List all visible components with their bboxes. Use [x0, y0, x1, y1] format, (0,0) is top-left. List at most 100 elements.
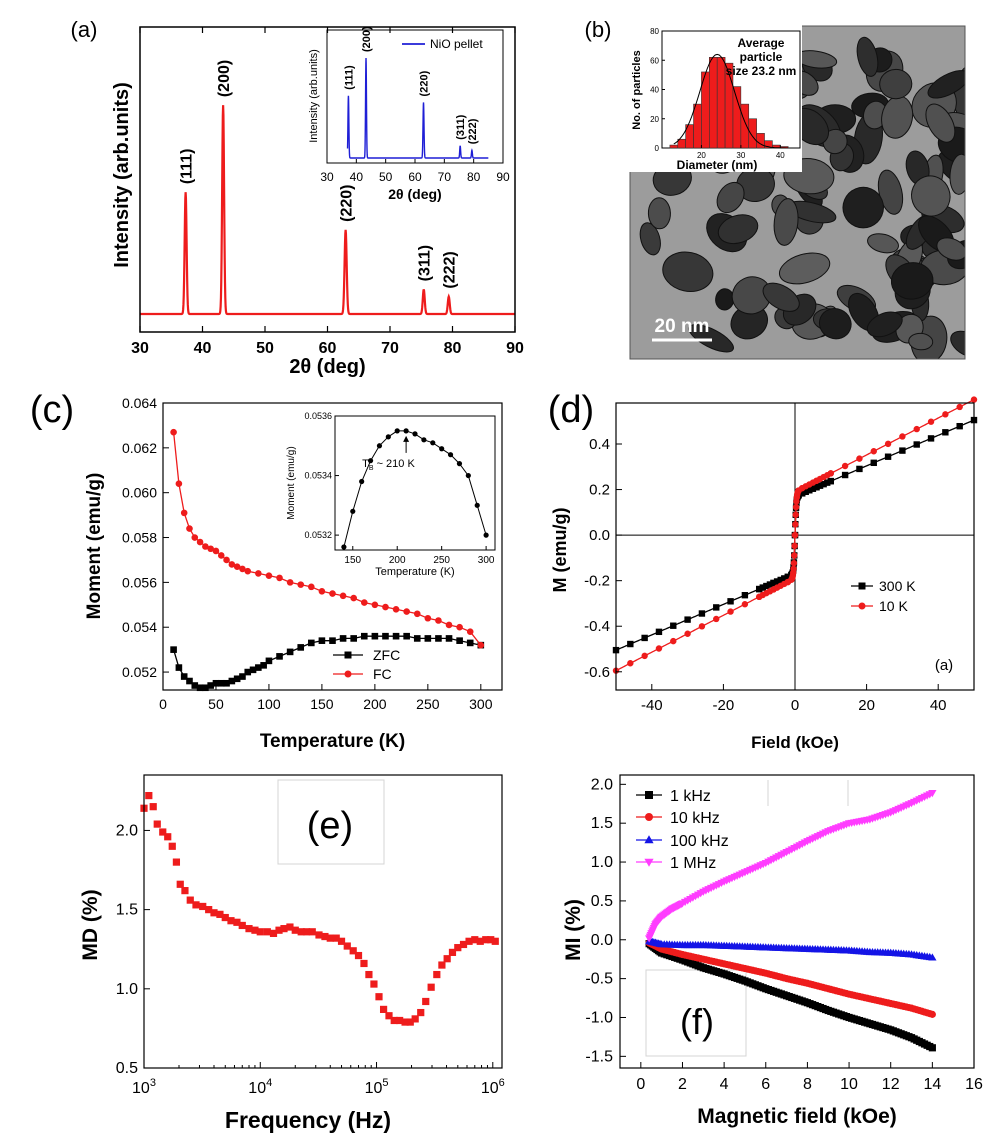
y-axis-label-f: MI (%) [562, 899, 585, 961]
inset-data-point-c [403, 428, 409, 434]
histogram-y-tick-label: 0 [655, 144, 660, 153]
tick-exp: 5 [382, 1077, 388, 1089]
hysteresis-point [927, 418, 935, 425]
hysteresis-point [827, 470, 834, 477]
inset-x-tick-label-c: 200 [389, 555, 406, 566]
y-tick-label-c: 0.062 [122, 440, 157, 456]
hysteresis-point [884, 453, 892, 460]
md-data-point [332, 934, 340, 942]
hysteresis-point [759, 584, 766, 591]
inset-y-tick-label-c: 0.0534 [304, 471, 332, 481]
hysteresis-point [820, 480, 827, 488]
hysteresis-point [942, 411, 949, 418]
md-data-point [465, 937, 473, 945]
data-point-fc [318, 588, 326, 595]
hysteresis-point [899, 433, 906, 440]
hysteresis-point [856, 455, 863, 462]
data-point-zfc [260, 662, 267, 669]
hysteresis-point [913, 425, 920, 433]
hysteresis-point [670, 637, 677, 645]
tem-particle [879, 68, 913, 100]
x-tick-label-d: -20 [713, 697, 735, 714]
md-data-point [186, 896, 194, 904]
inset-y-tick-label-c: 0.0536 [304, 411, 332, 421]
tick-exp: 4 [266, 1077, 272, 1089]
x-tick-label-c: 200 [363, 696, 387, 712]
data-point-fc [413, 610, 421, 618]
md-data-point [406, 1018, 414, 1026]
md-data-point [181, 887, 189, 895]
legend-marker-f [645, 813, 653, 821]
x-tick-label-c: 150 [310, 696, 334, 712]
md-data-point [153, 820, 161, 828]
md-data-point [286, 923, 294, 931]
hysteresis-point [841, 462, 849, 470]
y-tick-label-f: 0.5 [591, 893, 613, 910]
y-tick-label-f: -1.5 [585, 1048, 613, 1065]
md-data-point [269, 929, 278, 937]
md-data-point [149, 803, 157, 811]
data-point-zfc [244, 668, 252, 676]
annotation-line: size 23.2 nm [726, 64, 797, 78]
data-point-fc [435, 617, 442, 624]
x-tick-label-a: 80 [444, 340, 462, 357]
md-data-point [390, 1016, 398, 1025]
x-tick-label-f: 4 [720, 1076, 729, 1093]
histogram-x-axis-label: Diameter (nm) [677, 158, 758, 172]
data-point-zfc [228, 677, 236, 685]
data-point-fc [392, 605, 400, 613]
md-data-point [176, 880, 184, 888]
annotation-box-e [277, 779, 385, 865]
legend-marker-c [344, 651, 352, 659]
hysteresis-point [713, 615, 720, 623]
md-data-point [233, 918, 241, 926]
data-point-fc [456, 623, 463, 631]
inset-x-tick-label-a: 60 [408, 170, 422, 184]
data-point-zfc [191, 682, 199, 689]
x-tick-label-e: 104 [248, 1077, 272, 1097]
x-tick-label-f: 8 [803, 1076, 812, 1093]
data-point-zfc [202, 684, 209, 692]
tick-base: 10 [132, 1080, 150, 1097]
data-point-zfc [339, 635, 347, 642]
md-data-point [326, 934, 334, 942]
x-axis-label-f: Magnetic field (kOe) [697, 1105, 897, 1128]
panel-d: (d) -40 -20 0 20 40 -0.6 -0.4 -0.2 0.0 0.2 0.4 Field… [548, 389, 978, 752]
histogram-bar [748, 118, 757, 149]
y-tick-label-c: 0.056 [122, 574, 157, 590]
inset-x-axis-label-a: 2θ (deg) [388, 186, 441, 202]
data-point-zfc [466, 639, 474, 647]
x-tick-label-f: 12 [882, 1076, 900, 1093]
hysteresis-point [827, 477, 834, 485]
data-point-zfc [186, 677, 193, 685]
hysteresis-point [870, 459, 877, 467]
panel-a: (a) 30 40 50 60 70 80 90 2θ (deg) Intensity (arb.… [71, 17, 524, 378]
x-tick-label-a: 40 [194, 340, 212, 357]
hysteresis-point [781, 575, 788, 582]
legend-marker-d [858, 582, 866, 590]
data-point-zfc [350, 635, 357, 642]
y-tick-label-c: 0.064 [122, 395, 157, 411]
x-tick-label-f: 14 [923, 1076, 941, 1093]
inset-peak-label: (200) [361, 26, 373, 52]
md-data-point [471, 936, 479, 944]
tem-particle [762, 282, 800, 312]
x-tick-label-d: -40 [641, 697, 663, 714]
inset-y-axis-label-a: Intensity (arb.units) [308, 49, 320, 143]
panel-b: (b) 20 nm 20 30 40 0 20 40 60 80 Diameter (nm) No. … [585, 17, 966, 360]
tem-particle [867, 233, 899, 254]
data-point-zfc [265, 657, 273, 665]
hysteresis-point [790, 559, 798, 567]
x-tick-label-d: 40 [930, 697, 947, 714]
legend-marker-f [644, 858, 654, 867]
x-tick-label-f: 10 [840, 1076, 858, 1093]
data-point-fc [350, 594, 357, 602]
inset-x-tick-label-c: 250 [433, 555, 450, 566]
x-tick-label-a: 90 [506, 340, 524, 357]
data-point-fc [217, 552, 225, 559]
md-data-point [487, 936, 495, 944]
hysteresis-point [627, 640, 634, 648]
data-point-zfc [212, 679, 220, 687]
